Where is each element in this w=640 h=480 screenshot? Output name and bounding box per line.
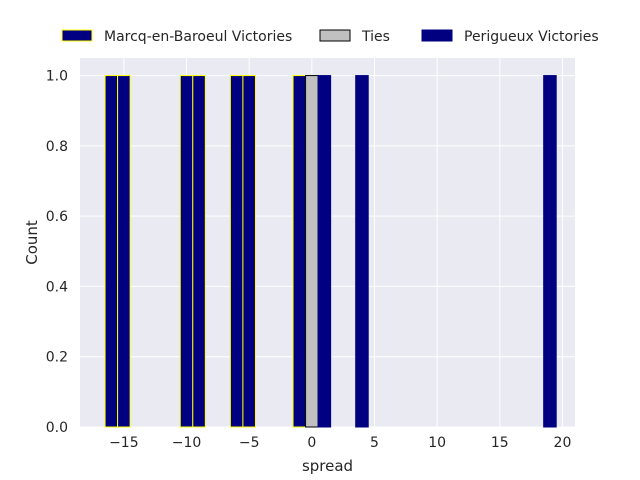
x-tick-labels: −15 −10 −5 0 5 10 15 20 (109, 435, 571, 451)
bar-series-1 (305, 75, 319, 428)
x-tick-label: 15 (491, 435, 509, 451)
legend-swatch (61, 29, 93, 42)
legend-label: Marcq-en-Baroeul Victories (104, 29, 292, 45)
x-tick-label: 20 (554, 435, 572, 451)
y-tick-label: 0.4 (46, 279, 68, 295)
x-tick-label: 5 (370, 435, 379, 451)
legend-label: Ties (361, 29, 390, 45)
x-tick-label: 10 (428, 435, 446, 451)
legend: Marcq-en-Baroeul Victories Ties Perigueux … (61, 29, 599, 45)
bar-series-0 (229, 75, 244, 428)
x-tick-label: −10 (172, 435, 202, 451)
bar-series-0 (117, 75, 131, 428)
legend-swatch (421, 29, 453, 42)
bars-group (104, 75, 557, 428)
y-tick-labels: 0.0 0.2 0.4 0.6 0.8 1.0 (46, 69, 68, 436)
y-tick-label: 0.0 (46, 420, 68, 436)
y-tick-label: 0.8 (46, 139, 68, 155)
y-tick-label: 0.2 (46, 350, 68, 366)
bar-series-2 (355, 75, 369, 428)
x-tick-label: 0 (307, 435, 316, 451)
y-tick-label: 0.6 (46, 209, 68, 225)
bar-series-0 (104, 75, 119, 428)
y-axis-label: Count (23, 220, 41, 265)
legend-swatch (319, 29, 351, 42)
legend-label: Perigueux Victories (464, 29, 599, 45)
bar-series-0 (242, 75, 256, 428)
x-axis-label: spread (302, 457, 353, 475)
bar-series-0 (192, 75, 206, 428)
bar-series-0 (292, 75, 307, 428)
y-tick-label: 1.0 (46, 69, 68, 85)
x-tick-label: −15 (109, 435, 139, 451)
bar-series-2 (317, 75, 332, 428)
x-tick-label: −5 (239, 435, 260, 451)
bar-series-0 (179, 75, 194, 428)
bar-series-2 (543, 75, 557, 428)
